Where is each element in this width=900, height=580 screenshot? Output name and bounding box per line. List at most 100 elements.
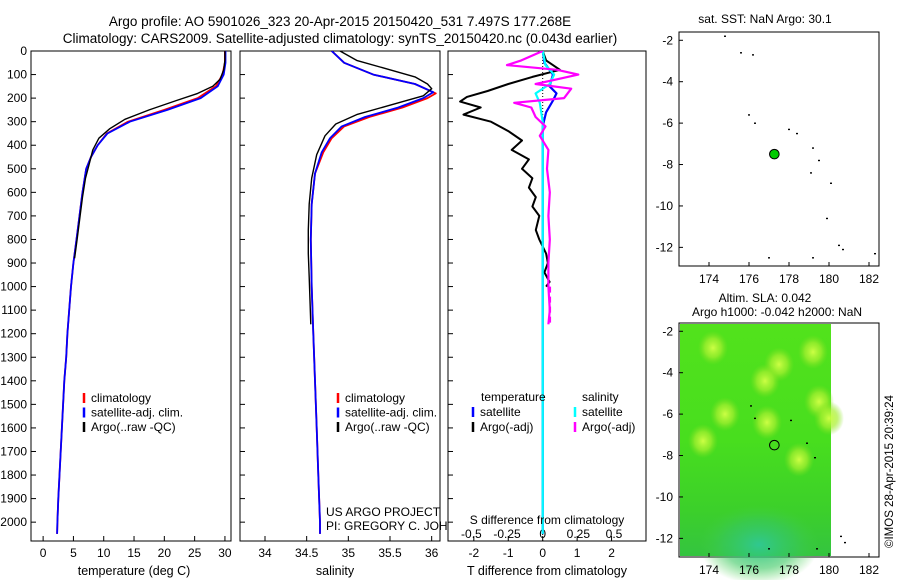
salinity-panel: 34 34.5 35 35.5 36 climatologysatellite-adj.… xyxy=(239,50,482,578)
salinity-x-axis: 34 34.5 35 35.5 36 xyxy=(240,50,439,560)
legend-label: satellite-adj. clim. xyxy=(91,406,183,420)
x-tick-label: 0 xyxy=(40,546,47,560)
x-tick-label: 1 xyxy=(574,546,581,560)
x-tick-label: 34 xyxy=(258,546,272,560)
y-tick-label: -12 xyxy=(656,240,674,254)
island-mark xyxy=(740,52,742,54)
y-tick-label: 1500 xyxy=(0,397,27,411)
island-mark xyxy=(754,122,756,124)
sla-high-anomaly xyxy=(750,363,780,398)
diff-line-s-argo-adj- xyxy=(505,51,580,325)
island-mark xyxy=(754,417,756,420)
y-tick-label: 200 xyxy=(7,91,27,105)
legend-label: Argo(..raw -QC) xyxy=(345,420,430,434)
difference-plot-frame xyxy=(447,50,647,542)
y-tick-label: 700 xyxy=(7,209,27,223)
figure-title-line2: Climatology: CARS2009. Satellite-adjuste… xyxy=(63,31,618,46)
sla-map-axes: 174 176 178 180 182 -2 -4 -6 -8 -10 -12 xyxy=(656,324,880,577)
y-tick-label: 400 xyxy=(7,138,27,152)
credit-line1: US ARGO PROJECT xyxy=(326,505,441,519)
x-tick-label: 5 xyxy=(70,546,77,560)
sst-map-frame xyxy=(678,31,880,267)
island-mark xyxy=(816,548,818,550)
sla-map-panel: Altim. SLA: 0.042 Argo h1000: -0.042 h20… xyxy=(656,291,880,580)
x-tick-label: 178 xyxy=(779,272,799,286)
y-tick-label: -6 xyxy=(662,116,673,130)
temperature-x-axis: 0 5 10 15 20 25 30 xyxy=(40,536,232,560)
sla-high-anomaly xyxy=(814,401,844,436)
legend-header-temperature: temperature xyxy=(481,390,546,404)
y-tick-label: 800 xyxy=(7,232,27,246)
island-mark xyxy=(826,217,828,220)
difference-series xyxy=(459,51,580,534)
y-tick-label: -2 xyxy=(662,324,673,338)
y-tick-label: 1800 xyxy=(0,468,27,482)
x-tick-label: 176 xyxy=(739,272,759,286)
island-mark xyxy=(830,182,832,184)
y-tick-label: 600 xyxy=(7,185,27,199)
salinity-series xyxy=(307,51,437,534)
y-tick-label: 1100 xyxy=(1,303,27,317)
island-mark xyxy=(842,248,844,251)
x-tick-label: 174 xyxy=(699,272,719,286)
island-mark xyxy=(768,257,770,259)
legend-label: climatology xyxy=(91,391,151,405)
y-tick-label: -10 xyxy=(656,490,674,504)
island-mark xyxy=(810,172,812,174)
series-line-argo-raw-qc- xyxy=(307,51,433,325)
sla-low-anomaly xyxy=(699,504,819,580)
y-tick-label: 100 xyxy=(7,68,27,82)
s-tick-label: -0.25 xyxy=(493,527,521,541)
island-mark xyxy=(768,548,770,550)
x-tick-label: 30 xyxy=(218,546,232,560)
island-mark xyxy=(814,457,816,459)
island-mark xyxy=(806,442,808,444)
sst-map-title: sat. SST: NaN Argo: 30.1 xyxy=(698,12,832,26)
y-tick-label: 1200 xyxy=(0,327,27,341)
x-tick-label: 34.5 xyxy=(295,546,319,560)
temperature-plot-frame xyxy=(30,50,232,542)
imos-timestamp: ©IMOS 28-Apr-2015 20:39:24 xyxy=(884,394,896,548)
x-tick-label: -2 xyxy=(468,546,479,560)
sst-map-float-marker xyxy=(769,148,780,160)
sla-high-anomaly xyxy=(784,442,814,477)
x-tick-label: 25 xyxy=(188,546,202,560)
x-tick-label: 0 xyxy=(539,546,546,560)
t-difference-xlabel: T difference from climatology xyxy=(467,564,628,578)
y-tick-label: 300 xyxy=(7,115,27,129)
x-tick-label: 182 xyxy=(859,563,879,577)
island-mark xyxy=(840,535,842,538)
temperature-series xyxy=(56,51,227,534)
depth-axis: 0 100 200 300 400 500 600 700 800 900 1000 1100 1200… xyxy=(0,44,36,529)
x-tick-label: 35 xyxy=(342,546,356,560)
salinity-xlabel: salinity xyxy=(316,564,355,578)
sla-high-anomaly xyxy=(688,424,718,459)
legend-label: satellite-adj. clim. xyxy=(345,406,437,420)
series-line-argo-raw-qc- xyxy=(73,51,226,259)
diff-line-s-satellite xyxy=(534,51,556,534)
island-mark xyxy=(796,132,798,135)
legend-label: satellite xyxy=(582,405,623,419)
y-tick-label: -8 xyxy=(662,449,673,463)
legend-header-salinity: salinity xyxy=(582,390,619,404)
y-tick-label: -4 xyxy=(662,75,673,89)
island-mark xyxy=(812,147,814,149)
y-tick-label: -10 xyxy=(656,199,674,213)
y-tick-label: 2000 xyxy=(0,515,27,529)
y-tick-label: -2 xyxy=(662,33,673,47)
island-mark xyxy=(790,419,792,422)
sla-map-title-line1: Altim. SLA: 0.042 xyxy=(719,291,812,305)
y-tick-label: 500 xyxy=(7,162,27,176)
y-tick-label: 1400 xyxy=(0,374,27,388)
y-tick-label: 1600 xyxy=(0,421,27,435)
sla-heatmap-field xyxy=(680,324,844,580)
y-tick-label: 0 xyxy=(20,44,27,58)
sla-map-title-line2: Argo h1000: -0.042 h2000: NaN xyxy=(692,305,862,319)
island-mark xyxy=(788,128,790,131)
float-position-ring xyxy=(769,439,780,451)
sst-map-panel: sat. SST: NaN Argo: 30.1 174 176 178 180 182… xyxy=(656,12,880,286)
s-tick-label: 0.5 xyxy=(606,527,623,541)
